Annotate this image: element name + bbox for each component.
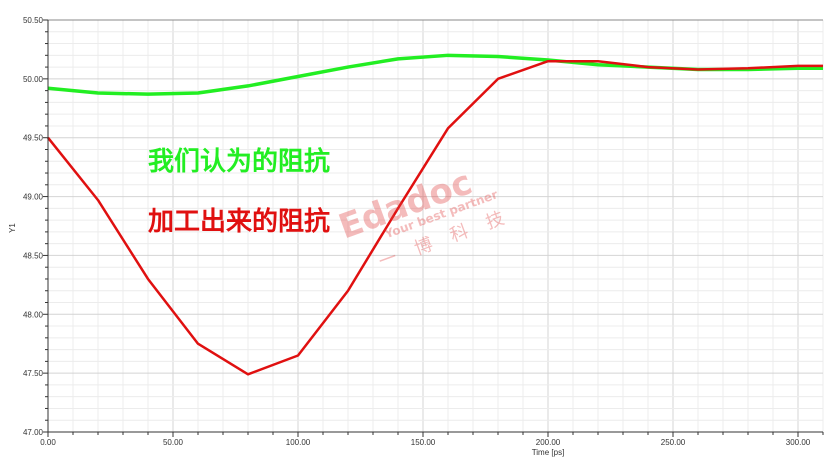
annotation-expected-impedance: 我们认为的阻抗 <box>148 146 330 177</box>
x-tick-label: 0.00 <box>40 438 56 447</box>
x-tick-label: 150.00 <box>411 438 436 447</box>
y-tick-label: 47.00 <box>23 428 44 437</box>
y-tick-label: 48.00 <box>23 310 44 319</box>
grid <box>48 20 824 432</box>
y-tick-label: 49.00 <box>23 193 44 202</box>
x-tick-label: 200.00 <box>536 438 561 447</box>
y-tick-label: 50.50 <box>23 16 44 25</box>
y-tick-label: 49.50 <box>23 134 44 143</box>
axes: 0.00 50.00 100.00 150.00 200.00 250.00 300.00 4… <box>23 16 824 447</box>
plot-area <box>48 20 823 432</box>
x-tick-label: 300.00 <box>786 438 811 447</box>
y-tick-label: 50.00 <box>23 75 44 84</box>
x-tick-label: 50.00 <box>163 438 184 447</box>
series-group <box>47 53 824 376</box>
y-tick-label: 48.50 <box>23 251 44 260</box>
y-axis-label: Y1 <box>8 223 17 233</box>
annotation-manufactured-impedance: 加工出来的阻抗 <box>148 206 330 237</box>
x-axis-label: Time [ps] <box>532 448 565 457</box>
x-tick-label: 250.00 <box>661 438 686 447</box>
x-tick-label: 100.00 <box>286 438 311 447</box>
y-tick-label: 47.50 <box>23 369 44 378</box>
